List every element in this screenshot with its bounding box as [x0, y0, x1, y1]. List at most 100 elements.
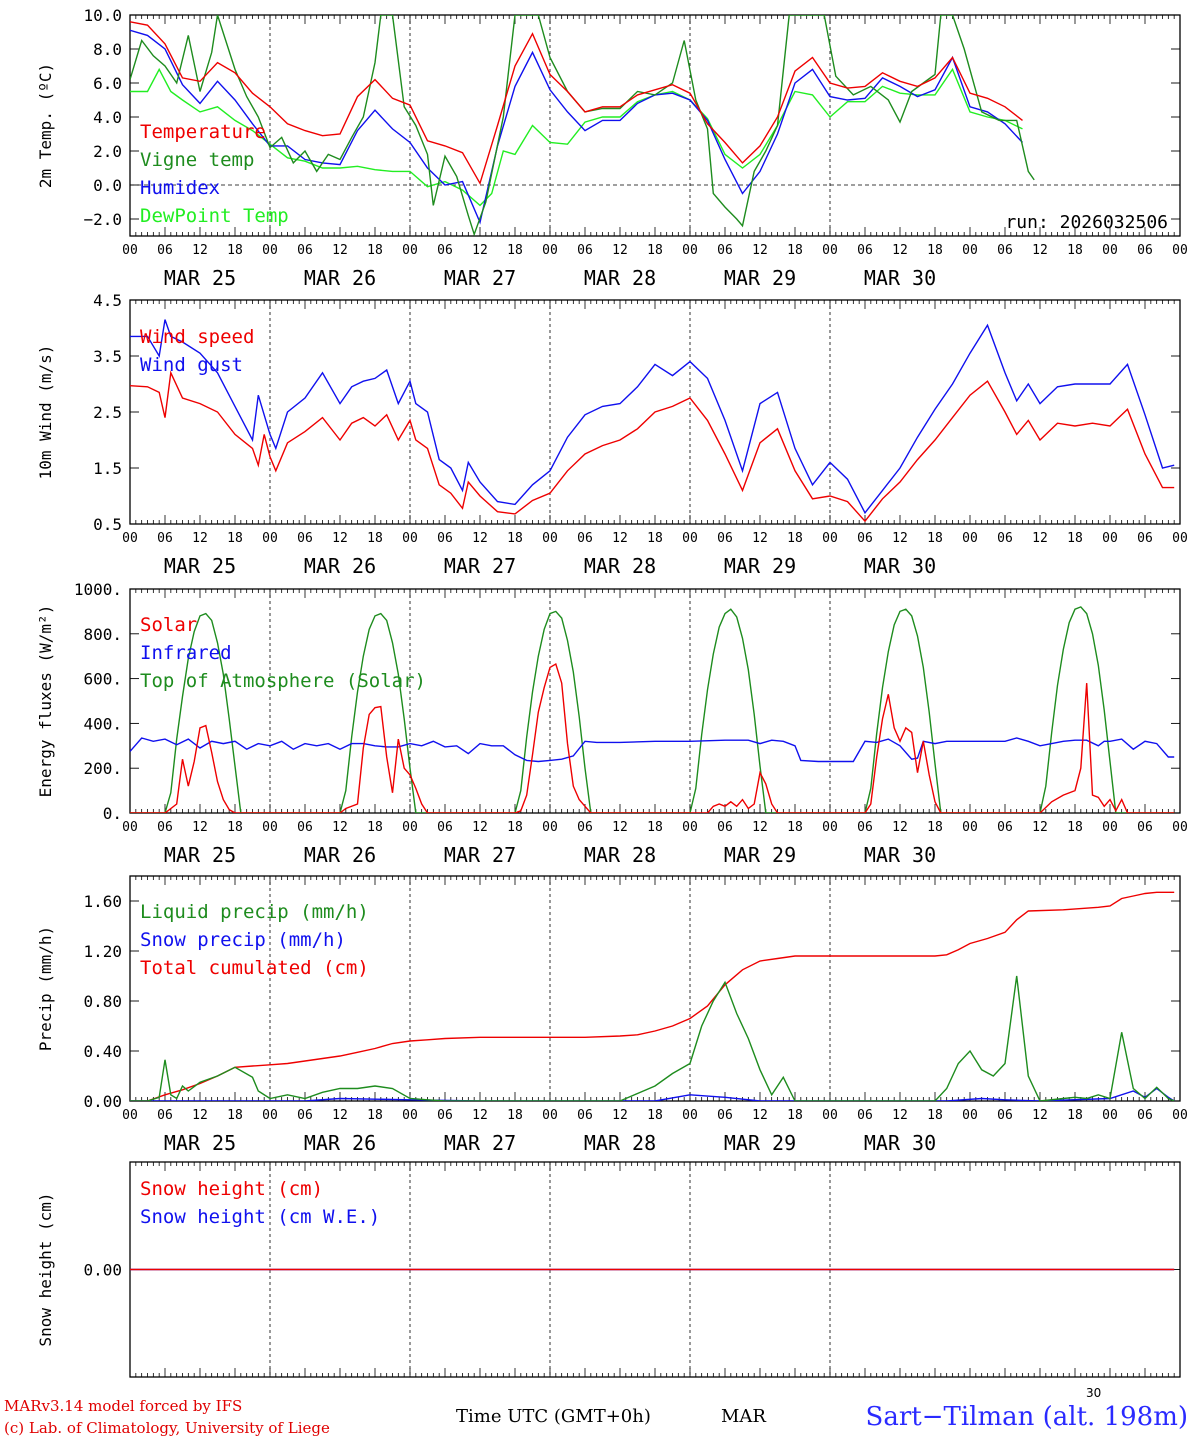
- x-tick-label: 00: [962, 1108, 978, 1123]
- day-label: MAR 26: [304, 266, 376, 290]
- legend-entry: Total cumulated (cm): [140, 957, 369, 979]
- x-tick-label: 06: [1137, 243, 1153, 258]
- y-tick-label: 800.: [83, 625, 122, 644]
- x-tick-label: 00: [262, 820, 278, 835]
- day-label: MAR 30: [864, 1131, 936, 1155]
- x-tick-label: 12: [332, 1108, 348, 1123]
- series-line-vigne-temp: [130, 15, 1035, 236]
- x-tick-label: 00: [1172, 820, 1188, 835]
- legend-entry: Vigne temp: [140, 149, 254, 171]
- y-tick-label: 600.: [83, 670, 122, 689]
- y-tick-label: 4.5: [93, 291, 122, 310]
- x-tick-label: 06: [437, 1108, 453, 1123]
- x-tick-label: 06: [157, 531, 173, 546]
- x-tick-label: 00: [122, 243, 138, 258]
- series-line-wind-speed: [130, 370, 1175, 523]
- legend-entry: Snow precip (mm/h): [140, 929, 346, 951]
- x-tick-label: 00: [542, 243, 558, 258]
- legend-entry: Solar: [140, 614, 197, 636]
- x-tick-label: 06: [857, 243, 873, 258]
- y-tick-label: 6.0: [93, 74, 122, 93]
- x-tick-label: 06: [717, 820, 733, 835]
- x-tick-label: 06: [1137, 531, 1153, 546]
- x-tick-label: 12: [612, 531, 628, 546]
- x-tick-label: 18: [367, 1108, 383, 1123]
- x-tick-label: 00: [542, 820, 558, 835]
- y-tick-label: 2.5: [93, 403, 122, 422]
- x-tick-label: 12: [332, 820, 348, 835]
- day-label: MAR 30: [864, 266, 936, 290]
- x-tick-label: 00: [822, 243, 838, 258]
- x-tick-label: 18: [227, 1108, 243, 1123]
- x-tick-label: 12: [612, 820, 628, 835]
- x-tick-label: 06: [1137, 820, 1153, 835]
- x-tick-label: 06: [297, 820, 313, 835]
- x-tick-label: 18: [927, 820, 943, 835]
- x-tick-label: 06: [577, 531, 593, 546]
- day-label: MAR 26: [304, 843, 376, 867]
- series-line-liquid-precip-mm-h-: [130, 975, 1175, 1101]
- x-tick-label: 00: [822, 531, 838, 546]
- x-tick-label: 00: [402, 531, 418, 546]
- x-tick-label: 12: [612, 1108, 628, 1123]
- y-tick-label: 1.60: [83, 892, 122, 911]
- x-tick-label: 06: [577, 820, 593, 835]
- x-tick-label: 06: [297, 531, 313, 546]
- x-tick-label: 12: [612, 243, 628, 258]
- x-tick-label: 12: [892, 820, 908, 835]
- month-label: MAR: [721, 1406, 766, 1427]
- x-tick-label: 18: [1067, 820, 1083, 835]
- x-tick-label: 06: [717, 1108, 733, 1123]
- legend-entry: Snow height (cm): [140, 1178, 323, 1200]
- x-tick-label: 00: [962, 820, 978, 835]
- x-tick-label: 18: [367, 820, 383, 835]
- x-tick-label: 06: [717, 243, 733, 258]
- x-tick-label: 18: [647, 820, 663, 835]
- x-tick-label: 12: [892, 531, 908, 546]
- legend-entry: Wind gust: [140, 354, 243, 376]
- y-tick-label: −2.0: [83, 210, 122, 229]
- x-tick-label: 12: [332, 243, 348, 258]
- x-tick-label: 12: [192, 820, 208, 835]
- x-tick-label: 18: [927, 531, 943, 546]
- x-tick-label: 12: [192, 1108, 208, 1123]
- day-label: MAR 25: [164, 266, 236, 290]
- x-tick-label: 00: [682, 531, 698, 546]
- y-tick-label: 1000.: [74, 580, 122, 599]
- x-tick-label: 12: [752, 1108, 768, 1123]
- time-axis-label: Time UTC (GMT+0h): [456, 1406, 651, 1427]
- x-tick-label: 00: [122, 820, 138, 835]
- series-line-total-cumulated-cm-: [130, 891, 1175, 1101]
- day-label: MAR 28: [584, 843, 656, 867]
- x-tick-label: 06: [857, 1108, 873, 1123]
- x-tick-label: 00: [402, 820, 418, 835]
- x-tick-label: 00: [542, 1108, 558, 1123]
- y-axis-label: 10m Wind (m/s): [36, 345, 55, 480]
- day-label: MAR 25: [164, 1131, 236, 1155]
- x-tick-label: 18: [787, 531, 803, 546]
- x-tick-label: 00: [822, 1108, 838, 1123]
- y-axis-label: Snow height (cm): [36, 1192, 55, 1346]
- series-line-snow-precip-mm-h-: [130, 1087, 1175, 1101]
- x-tick-label: 00: [262, 1108, 278, 1123]
- day-label: MAR 28: [584, 554, 656, 578]
- x-tick-label: 06: [857, 820, 873, 835]
- x-tick-label: 06: [157, 243, 173, 258]
- x-tick-label: 18: [647, 531, 663, 546]
- x-tick-label: 06: [997, 1108, 1013, 1123]
- x-tick-label: 00: [122, 531, 138, 546]
- station-name: Sart−Tilman (alt. 198m): [865, 1402, 1188, 1432]
- x-tick-label: 06: [157, 820, 173, 835]
- x-tick-label: 00: [1172, 1108, 1188, 1123]
- y-axis-label: 2m Temp. (ºC): [36, 63, 55, 188]
- y-tick-label: 3.5: [93, 347, 122, 366]
- day-label: MAR 27: [444, 843, 516, 867]
- x-tick-label: 18: [1067, 531, 1083, 546]
- x-tick-label: 12: [472, 243, 488, 258]
- day-label: MAR 27: [444, 554, 516, 578]
- x-tick-label: 18: [927, 243, 943, 258]
- x-tick-label: 18: [647, 1108, 663, 1123]
- day-label: MAR 29: [724, 554, 796, 578]
- y-tick-label: 0.0: [93, 176, 122, 195]
- legend-entry: Snow height (cm W.E.): [140, 1206, 380, 1228]
